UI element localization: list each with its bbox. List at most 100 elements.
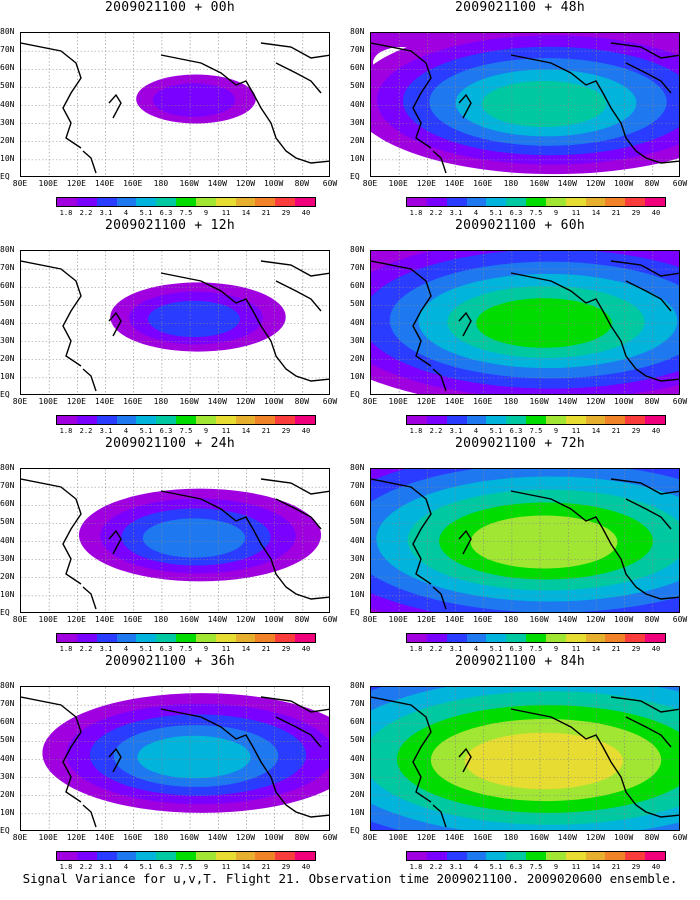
colorbar-swatch (176, 634, 196, 642)
colorbar-label: 40 (651, 645, 661, 653)
colorbar-label: 1.8 (409, 863, 423, 871)
colorbar-label: 14 (241, 645, 251, 653)
colorbar-swatch (625, 198, 646, 206)
colorbar (406, 197, 666, 207)
longitude-label: 80E (12, 615, 28, 624)
coastline (260, 478, 329, 495)
longitude-label: 100W (613, 615, 634, 624)
colorbar-label: 21 (611, 209, 621, 217)
latitude-label: 10N (0, 807, 15, 817)
latitude-label: 80N (0, 245, 15, 254)
latitude-label: 60N (0, 281, 15, 291)
longitude-label: 160E (123, 615, 143, 624)
variance-map (20, 32, 330, 177)
colorbar-swatch (645, 634, 665, 642)
longitude-label: 160E (473, 179, 493, 188)
latitude-label: 40N (0, 99, 15, 109)
longitude-label: 140E (94, 833, 115, 842)
colorbar-swatch (76, 852, 97, 860)
colorbar-swatch (275, 198, 296, 206)
colorbar-label: 4 (123, 209, 129, 217)
coastline (510, 490, 679, 600)
colorbar-swatch (195, 634, 216, 642)
latitude-label: 20N (0, 135, 15, 145)
longitude-label: 80W (644, 179, 660, 188)
colorbar-label: 14 (591, 427, 601, 435)
colorbar-label: 6.3 (159, 645, 173, 653)
longitude-label: 180 (503, 833, 519, 842)
latitude-label: EQ (350, 826, 360, 835)
colorbar-swatch (57, 852, 77, 860)
latitude-label: 10N (350, 589, 365, 599)
variance-contour (481, 81, 607, 127)
latitude-label: 30N (0, 553, 15, 563)
variance-contour (476, 298, 612, 348)
colorbar-label: 40 (651, 209, 661, 217)
longitude-label: 60W (672, 833, 688, 842)
coastline (510, 708, 679, 818)
coastline (21, 696, 82, 803)
colorbar-swatch (255, 198, 276, 206)
colorbar-swatch (526, 198, 546, 206)
panel-title: 2009021100 + 72h (454, 436, 586, 451)
colorbar-label: 21 (261, 645, 271, 653)
variance-contour (152, 83, 236, 117)
longitude-label: 80E (362, 615, 378, 624)
longitude-label: 120E (416, 397, 436, 406)
latitude-label: 70N (350, 263, 365, 273)
coastline (625, 716, 672, 748)
variance-map (370, 686, 680, 831)
colorbar-label: 14 (241, 209, 251, 217)
longitude-label: 120W (235, 833, 256, 842)
longitude-label: 60W (322, 397, 338, 406)
colorbar-label: 6.3 (509, 209, 523, 217)
colorbar-swatch (136, 852, 157, 860)
latitude-label: 10N (0, 153, 15, 163)
colorbar-label: 7.5 (179, 863, 193, 871)
coastline (458, 311, 472, 337)
latitude-label: 50N (0, 299, 15, 309)
longitude-label: 160E (473, 615, 493, 624)
colorbar-swatch (526, 852, 546, 860)
longitude-label: 80W (294, 179, 310, 188)
longitude-label: 140E (444, 179, 465, 188)
longitude-label: 80W (294, 615, 310, 624)
colorbar-swatch (645, 852, 665, 860)
colorbar-label: 4 (473, 645, 479, 653)
colorbar-label: 5.1 (139, 427, 153, 435)
colorbar-label: 4 (123, 427, 129, 435)
map-canvas (21, 251, 329, 394)
latitude-label: 60N (0, 63, 15, 73)
latitude-label: 40N (0, 753, 15, 763)
colorbar-swatch (407, 198, 427, 206)
longitude-label: 120W (585, 179, 606, 188)
coastline (260, 696, 329, 713)
latitude-label: 40N (350, 753, 365, 763)
colorbar-label: 1.8 (59, 209, 73, 217)
latitude-label: 50N (0, 517, 15, 527)
colorbar-swatch (235, 634, 256, 642)
longitude-label: 160E (473, 397, 493, 406)
colorbar-swatch (215, 198, 236, 206)
colorbar-swatch (407, 634, 427, 642)
colorbar-label: 7.5 (529, 645, 543, 653)
variance-contour (470, 515, 618, 569)
colorbar-label: 5.1 (139, 863, 153, 871)
colorbar-label: 4 (123, 645, 129, 653)
longitude-label: 160W (179, 397, 199, 406)
colorbar-label: 14 (591, 209, 601, 217)
colorbar-label: 4 (473, 209, 479, 217)
colorbar-swatch (96, 634, 117, 642)
colorbar-swatch (605, 198, 626, 206)
colorbar-swatch (466, 198, 487, 206)
variance-map (370, 250, 680, 395)
colorbar-swatch (426, 634, 447, 642)
latitude-label: 50N (0, 735, 15, 745)
colorbar-swatch (545, 634, 566, 642)
coastline (458, 747, 472, 773)
latitude-label: 30N (350, 771, 365, 781)
latitude-label: 80N (0, 681, 15, 690)
latitude-label: 40N (0, 535, 15, 545)
latitude-label: 70N (0, 699, 15, 709)
map-canvas (21, 33, 329, 176)
